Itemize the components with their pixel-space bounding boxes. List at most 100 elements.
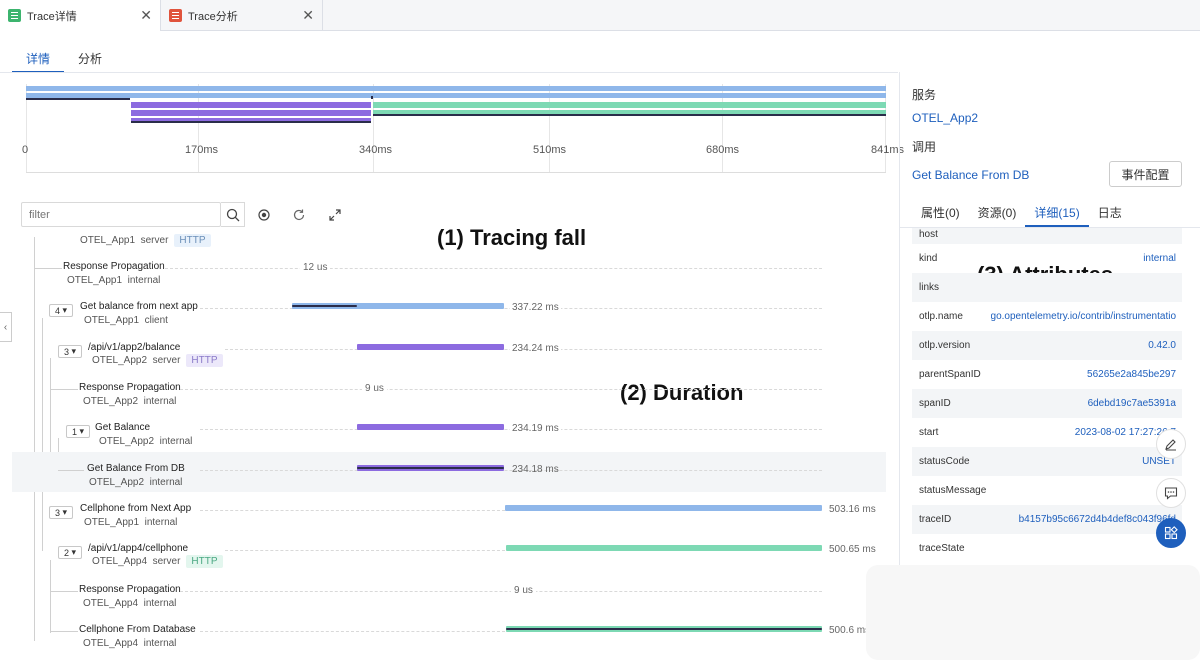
attribute-row: parentSpanID 56265e2a845be297 [919,369,1176,380]
span-meta: OTEL_App1 internal [84,517,178,528]
chat-icon [1164,487,1178,500]
search-button[interactable] [221,202,245,227]
refresh-icon [293,209,305,221]
overview-bar [131,121,371,123]
close-icon[interactable]: ✕ [302,7,314,23]
span-row-selected[interactable]: Get Balance From DB OTEL_App2 internal 2… [12,452,886,492]
span-name: Cellphone from Next App [80,503,192,514]
span-row[interactable]: OTEL_App1 server HTTP [0,229,880,249]
tab-trace-analysis[interactable]: Trace分析 ✕ [161,0,323,31]
span-bar-child [357,467,504,469]
span-row[interactable]: Response Propagation OTEL_App4 internal … [0,581,880,621]
locate-button[interactable] [252,203,276,227]
span-row[interactable]: Response Propagation OTEL_App2 internal … [0,379,880,419]
span-row[interactable]: Cellphone From Database OTEL_App4 intern… [0,621,880,660]
tree-branch [34,268,62,269]
call-label: 调用 [912,140,937,154]
call-link[interactable]: Get Balance From DB [912,168,1030,182]
span-name: /api/v1/app4/cellphone [88,543,189,554]
span-bar[interactable] [505,505,822,511]
span-bar[interactable] [357,424,504,430]
attribute-row: statusCode UNSET [912,447,1182,476]
span-name: Cellphone From Database [79,624,196,635]
subtab-analysis[interactable]: 分析 [78,52,103,66]
span-row[interactable]: 3 ▾ Cellphone from Next App OTEL_App1 in… [0,500,880,540]
span-bar-child [292,305,357,307]
span-duration: 503.16 ms [829,504,876,515]
collapse-toggle[interactable]: 1 ▾ [66,425,90,438]
service-link[interactable]: OTEL_App2 [912,111,979,125]
tree-branch [50,591,78,592]
span-row[interactable]: 1 ▾ Get Balance OTEL_App2 internal 234.1… [0,419,880,459]
span-row[interactable]: Response Propagation OTEL_App1 internal … [0,258,880,298]
expand-icon [329,209,341,221]
span-track [180,389,822,390]
span-row[interactable]: 2 ▾ /api/v1/app4/cellphone OTEL_App4 ser… [0,540,880,580]
collapse-toggle[interactable]: 3 ▾ [58,345,82,358]
tab-trace-detail[interactable]: Trace详情 ✕ [0,0,161,31]
overview-bar [131,110,371,116]
span-meta: OTEL_App1 internal [67,275,161,286]
span-track [180,591,822,592]
axis-tick [26,84,27,172]
collapse-toggle[interactable]: 3 ▾ [49,506,73,519]
span-bar[interactable] [292,303,504,309]
refresh-button[interactable] [287,203,311,227]
tree-line [42,318,43,551]
tab-resources[interactable]: 资源(0) [977,206,1017,220]
edit-button[interactable] [1156,429,1186,459]
tree-line [50,560,51,633]
filter-input[interactable] [21,202,221,227]
event-config-button[interactable]: 事件配置 [1109,161,1182,187]
list-icon [8,9,21,22]
tab-details[interactable]: 详细(15) [1025,200,1089,227]
expand-button[interactable] [323,203,347,227]
chevron-left-icon: ‹ [3,321,8,333]
tab-attributes[interactable]: 属性(0) [921,206,960,220]
protocol-badge: HTTP [186,354,223,367]
span-detail-panel: 服务 OTEL_App2 调用 Get Balance From DB 事件配置… [899,72,1200,660]
subtab-detail[interactable]: 详情 [12,46,65,73]
list-icon [169,9,182,22]
locate-icon [258,209,270,221]
span-duration: 12 us [300,262,331,273]
close-icon[interactable]: ✕ [140,7,152,23]
edit-icon [1165,439,1176,451]
apps-button[interactable] [1156,518,1186,548]
span-duration: 9 us [511,585,536,596]
attribute-row: otlp.version 0.42.0 [912,331,1182,360]
overview-bar [371,96,373,99]
overview-bar [131,118,371,122]
tab-bar: Trace详情 ✕ Trace分析 ✕ [0,0,1200,31]
collapse-toggle[interactable]: 2 ▾ [58,546,82,559]
overview-bar [373,102,886,108]
overview-bar [26,98,130,100]
span-duration: 500.6 ms [829,625,871,636]
span-duration: 234.18 ms [512,464,559,475]
annotation-duration: (2) Duration [620,380,744,405]
search-icon [226,208,239,221]
span-bar-child [506,628,822,630]
tree-line [34,237,35,641]
span-bar[interactable] [357,344,504,350]
attribute-row: kind internal [919,253,1176,264]
divider [0,72,898,73]
span-track [165,268,822,269]
annotation-tracing-fall: (1) Tracing fall [437,225,587,250]
service-label: 服务 [912,88,937,102]
span-meta: OTEL_App1 client [84,315,168,326]
span-meta: OTEL_App2 internal [99,436,193,447]
span-row[interactable]: 4 ▾ Get balance from next app OTEL_App1 … [0,298,880,338]
axis-label: 841ms [871,144,905,156]
chat-button[interactable] [1156,478,1186,508]
attribute-row: traceID b4157b95c6672d4b4def8c043f96fd [912,505,1182,534]
span-row[interactable]: 3 ▾ /api/v1/app2/balance OTEL_App2 serve… [0,339,880,379]
tree-line [50,358,51,471]
collapse-toggle[interactable]: 4 ▾ [49,304,73,317]
tab-logs[interactable]: 日志 [1097,206,1122,220]
collapse-sidebar-button[interactable]: ‹ [0,312,12,342]
axis-label: 170ms [185,144,219,156]
tab-label: Trace详情 [27,10,77,23]
detail-tabs: 属性(0) 资源(0) 详细(15) 日志 [912,200,1131,227]
span-bar[interactable] [506,545,822,551]
